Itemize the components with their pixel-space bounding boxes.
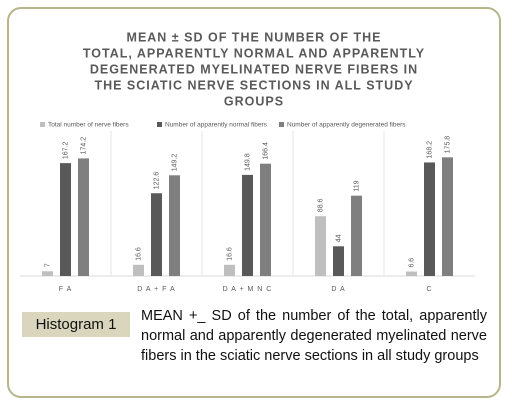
chart-title: TOTAL, APPARENTLY NORMAL AND APPARENTLY <box>83 46 425 60</box>
bar <box>242 174 253 276</box>
legend-label: Number of apparently degenerated fibers <box>287 122 406 129</box>
data-label: 149.8 <box>244 153 251 171</box>
legend-swatch <box>40 122 45 127</box>
bar <box>78 158 89 276</box>
caption-text: MEAN +_ SD of the number of the total, a… <box>141 308 487 364</box>
bar <box>442 157 453 276</box>
chart-title: GROUPS <box>224 94 284 108</box>
data-label: 166.4 <box>262 142 269 160</box>
x-tick-label: D A + F A <box>137 286 175 293</box>
bar <box>315 216 326 276</box>
bar <box>151 193 162 276</box>
figure-frame <box>7 7 501 398</box>
bar <box>224 264 235 276</box>
bar <box>424 162 435 276</box>
bar <box>60 163 71 276</box>
legend-label: Number of apparently normal fibers <box>165 122 268 129</box>
bar <box>260 163 271 276</box>
bar <box>42 271 53 276</box>
data-label: 174.2 <box>80 137 87 155</box>
chart-title: DEGENERATED MYELINATED NERVE FIBERS IN <box>90 62 418 76</box>
bar <box>169 175 180 276</box>
data-label: 175.8 <box>444 136 451 154</box>
legend-swatch <box>157 122 162 127</box>
data-label: 168.2 <box>426 141 433 159</box>
legend-swatch <box>279 122 284 127</box>
data-label: 44 <box>335 234 342 242</box>
data-label: 16.6 <box>135 247 142 261</box>
data-label: 122.6 <box>153 172 160 190</box>
data-label: 149.2 <box>171 154 178 172</box>
bar <box>351 195 362 276</box>
chart: MEAN ± SD OF THE NUMBER OF THE TOTAL, APP… <box>20 30 475 293</box>
x-tick-label: F A <box>59 286 73 293</box>
data-label: 7 <box>44 263 51 267</box>
chart-title: THE SCIATIC NERVE SECTIONS IN ALL STUDY <box>94 78 413 92</box>
legend-label: Total number of nerve fibers <box>48 122 129 129</box>
chart-title: MEAN ± SD OF THE NUMBER OF THE <box>127 30 382 44</box>
bar <box>133 264 144 276</box>
data-label: 167.2 <box>62 142 69 160</box>
data-label: 16.6 <box>226 247 233 261</box>
bar <box>406 271 417 276</box>
x-tick-label: D A + M N C <box>223 286 273 293</box>
bar <box>333 246 344 276</box>
caption-label: Histogram 1 <box>22 312 130 337</box>
data-label: 6.6 <box>408 258 415 268</box>
x-tick-label: C <box>426 286 432 293</box>
data-label: 119 <box>353 180 360 191</box>
data-label: 88.6 <box>317 198 324 212</box>
x-tick-label: D A <box>331 286 345 293</box>
